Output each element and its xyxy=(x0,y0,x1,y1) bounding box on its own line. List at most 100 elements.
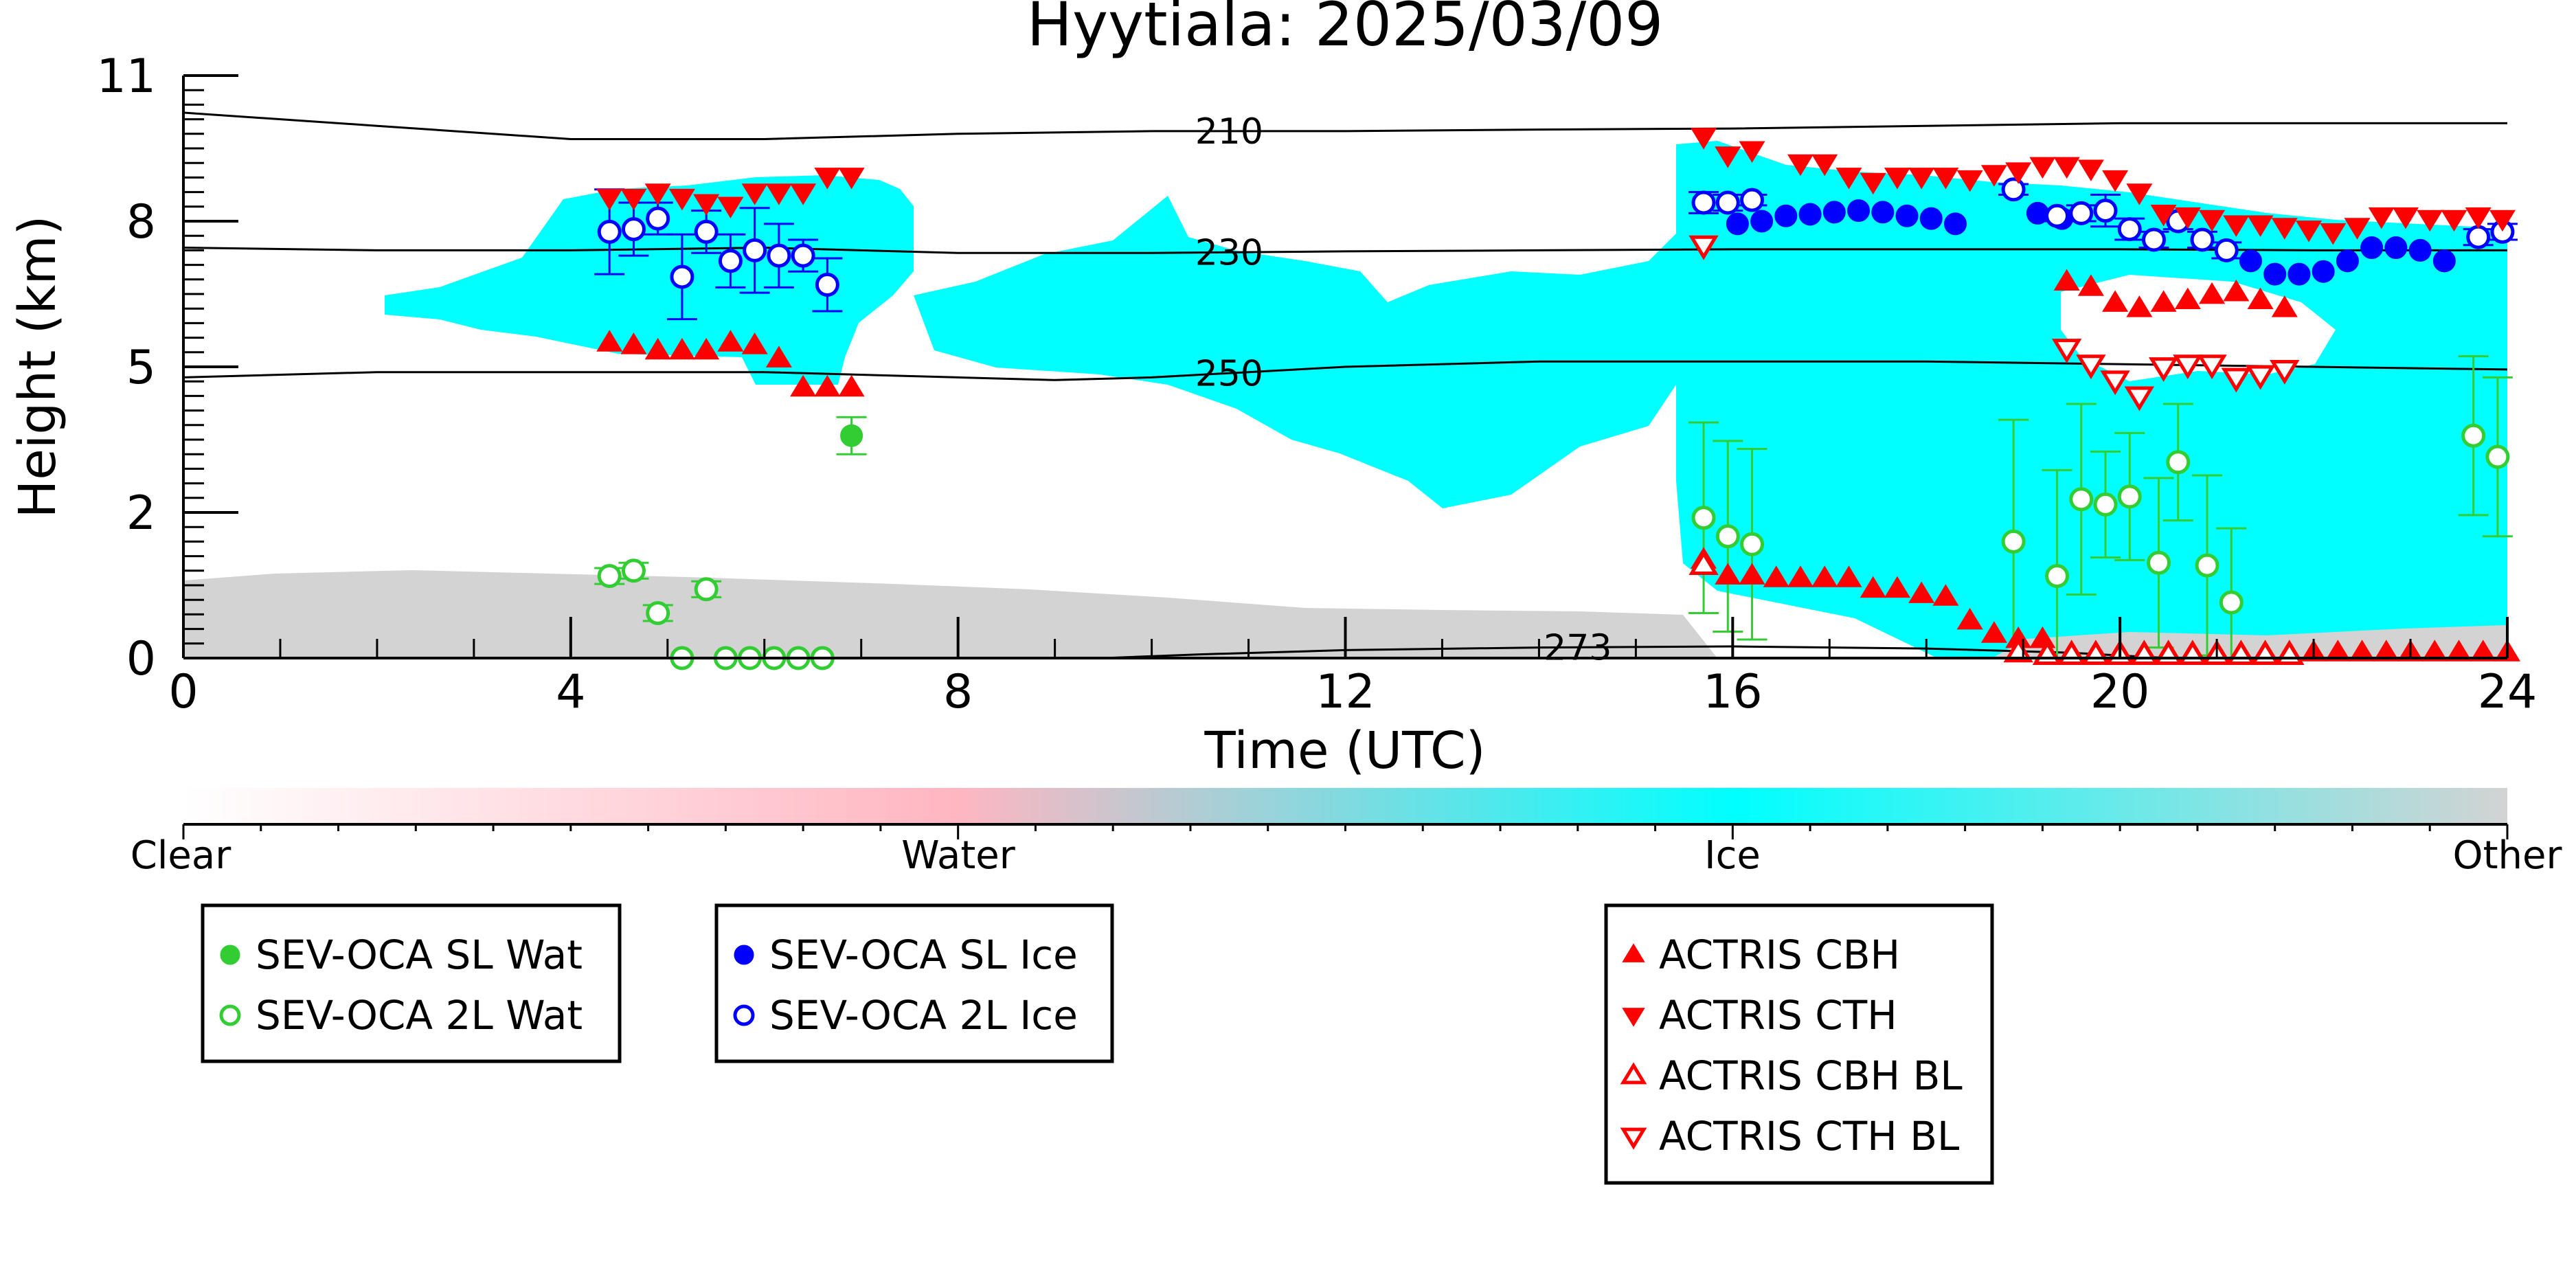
data-point xyxy=(1750,210,1774,233)
contour-250 xyxy=(183,360,2507,381)
data-point xyxy=(2445,640,2472,662)
contour-label-250: 250 xyxy=(1195,353,1263,394)
series-sev-oca-sl-ice xyxy=(1726,199,2456,286)
data-point xyxy=(2384,236,2408,260)
data-point xyxy=(1932,584,1959,606)
data-point xyxy=(2247,215,2274,237)
contour-230 xyxy=(183,246,2507,254)
data-point xyxy=(840,424,863,447)
data-point xyxy=(1932,168,1959,190)
legend-box-3: ACTRIS CBH ACTRIS CTH ACTRIS CBH BL ACTRIS … xyxy=(1604,903,1994,1185)
data-point xyxy=(668,188,695,211)
data-point xyxy=(644,183,671,205)
data-point xyxy=(1811,565,1838,587)
data-point xyxy=(596,188,623,211)
legend-marker xyxy=(219,1004,241,1026)
data-point xyxy=(1787,154,1814,177)
data-point xyxy=(2344,218,2371,240)
legend-box-1: SEV-OCA SL Wat SEV-OCA 2L Wat xyxy=(201,903,622,1063)
series-actris-cth xyxy=(596,128,2516,245)
data-point xyxy=(741,332,768,354)
data-point xyxy=(2287,262,2311,286)
legend-label: SEV-OCA 2L Ice xyxy=(769,992,1078,1039)
data-point xyxy=(694,219,719,244)
data-point xyxy=(2051,339,2082,363)
legend-marker xyxy=(1620,1127,1647,1150)
data-point xyxy=(1884,576,1910,598)
data-point xyxy=(694,577,719,602)
data-point xyxy=(693,337,720,360)
data-point xyxy=(644,337,671,360)
colorbar-label-other: Other xyxy=(2452,833,2562,878)
x-tick-label: 8 xyxy=(943,665,973,719)
legend-frame xyxy=(1604,903,1994,1185)
contour-210 xyxy=(183,111,2507,140)
data-point xyxy=(2245,365,2276,390)
data-point xyxy=(1908,581,1935,603)
data-point xyxy=(2076,354,2106,380)
data-point xyxy=(2093,199,2118,223)
data-point xyxy=(2003,637,2033,663)
data-point xyxy=(2045,564,2070,589)
series-actris-cth-bl xyxy=(1688,235,2300,411)
data-point xyxy=(2219,590,2244,615)
data-point xyxy=(2029,157,2056,179)
data-point xyxy=(2069,201,2094,225)
data-point xyxy=(1980,621,2007,643)
data-point xyxy=(2408,238,2432,262)
data-point xyxy=(2077,159,2104,181)
data-point xyxy=(2271,295,2298,317)
colorbar-label-clear: Clear xyxy=(131,833,231,878)
data-point xyxy=(2271,218,2298,240)
data-point xyxy=(2465,207,2492,229)
data-point xyxy=(1860,576,1886,598)
legend-marker xyxy=(1620,1062,1647,1085)
data-point xyxy=(1739,141,1765,163)
data-point xyxy=(2199,282,2226,304)
data-point xyxy=(2312,260,2335,283)
data-point xyxy=(2001,529,2026,554)
other-class-region xyxy=(183,570,1717,658)
data-point xyxy=(1726,212,1749,236)
y-tick-label: 11 xyxy=(96,49,156,104)
data-point xyxy=(596,330,623,352)
series-sev-oca-sl-wat xyxy=(836,416,867,455)
data-point xyxy=(1847,199,1871,223)
data-point xyxy=(1688,550,1719,575)
legend-marker xyxy=(733,1004,755,1026)
colorbar-label-water: Water xyxy=(901,833,1016,878)
data-point xyxy=(717,330,744,352)
data-point xyxy=(2223,215,2250,237)
data-point xyxy=(838,168,865,190)
data-point xyxy=(2221,368,2252,393)
ice-region-left xyxy=(385,175,914,385)
legend-label: SEV-OCA SL Wat xyxy=(256,931,583,978)
y-tick-label: 2 xyxy=(126,486,156,541)
data-point xyxy=(2102,290,2129,312)
data-point xyxy=(1811,154,1838,177)
data-point xyxy=(2296,221,2323,242)
data-point xyxy=(668,337,695,360)
data-point xyxy=(2489,210,2516,232)
legend-frame xyxy=(201,903,622,1063)
data-point xyxy=(2195,553,2219,578)
data-point xyxy=(2320,223,2347,245)
data-point xyxy=(2417,210,2443,232)
legend-marker xyxy=(734,945,754,965)
data-point xyxy=(2005,162,2032,184)
data-point xyxy=(1980,165,2007,187)
legend-label: ACTRIS CTH BL xyxy=(1659,1113,1959,1160)
data-point xyxy=(765,346,792,368)
data-point xyxy=(620,188,647,211)
data-point xyxy=(2239,249,2262,273)
data-point xyxy=(2124,386,2155,411)
data-point xyxy=(1739,563,1765,585)
data-point xyxy=(1822,201,1846,224)
data-point xyxy=(2117,217,2142,242)
data-point xyxy=(791,243,815,268)
data-point xyxy=(1835,168,1862,190)
data-point xyxy=(765,183,792,205)
data-point xyxy=(2069,487,2094,512)
x-tick-label: 4 xyxy=(556,665,585,719)
data-point xyxy=(1715,146,1741,168)
